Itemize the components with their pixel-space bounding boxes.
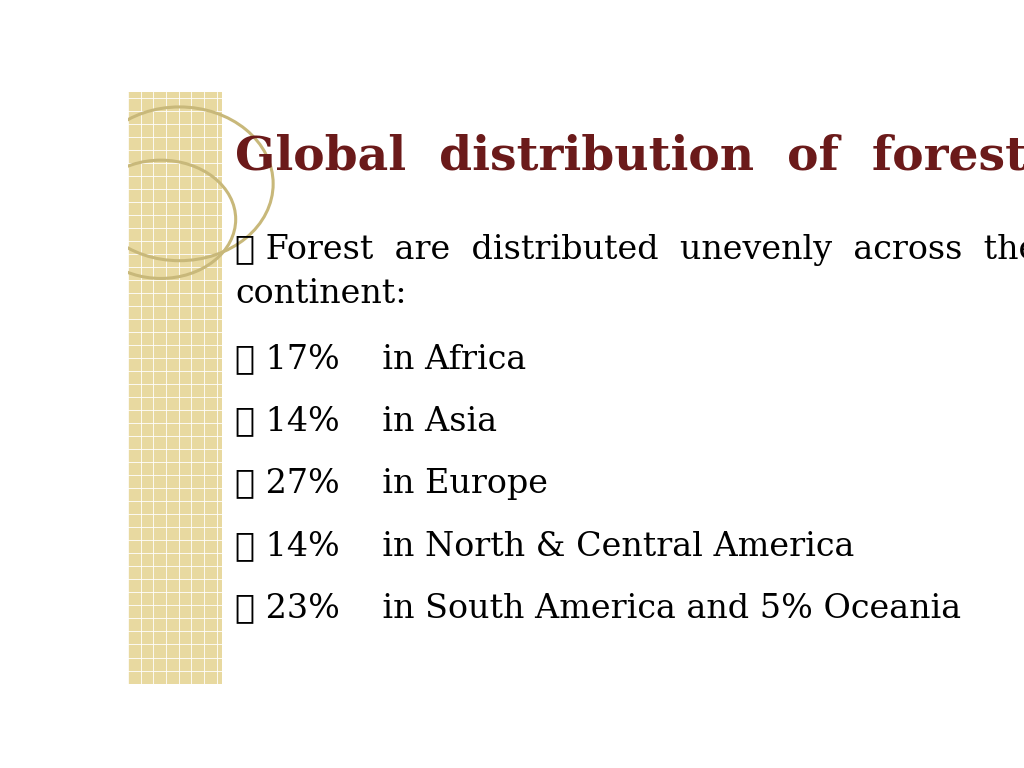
Bar (221, 92, 922, 684)
Text: ❖ 27%    in Europe: ❖ 27% in Europe (236, 468, 548, 500)
Text: ❖ Forest  are  distributed  unevenly  across  the: ❖ Forest are distributed unevenly across… (236, 234, 1024, 266)
Bar (128, 92, 221, 684)
Text: ❖ 17%    in Africa: ❖ 17% in Africa (236, 343, 526, 376)
Text: ❖ 14%    in North & Central America: ❖ 14% in North & Central America (236, 530, 854, 561)
Text: ❖ 14%    in Asia: ❖ 14% in Asia (236, 406, 498, 438)
Text: Global  distribution  of  forest: cont’: Global distribution of forest: cont’ (236, 134, 1024, 180)
Text: continent:: continent: (236, 279, 407, 310)
Text: ❖ 23%    in South America and 5% Oceania: ❖ 23% in South America and 5% Oceania (236, 592, 962, 624)
